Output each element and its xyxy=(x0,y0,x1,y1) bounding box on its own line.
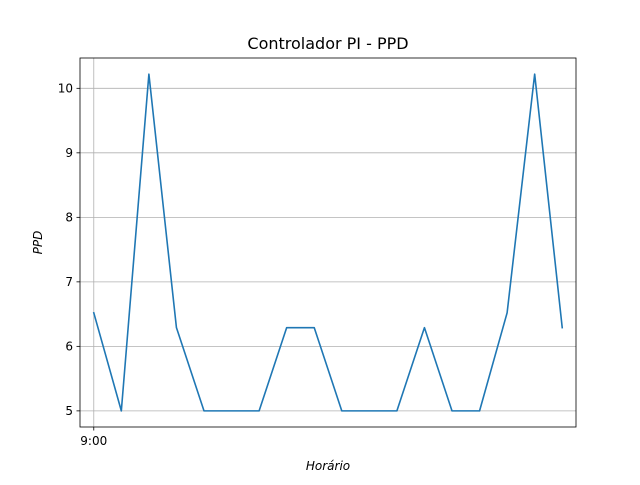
x-tick-label: 9:00 xyxy=(80,434,107,448)
plot-frame xyxy=(79,57,577,428)
y-tick-label: 5 xyxy=(65,404,73,418)
x-axis-label: Horário xyxy=(306,459,350,473)
ticks: 5 6 7 8 9 10 9:00 xyxy=(58,81,108,448)
y-tick-label: 9 xyxy=(65,146,73,160)
grid xyxy=(80,58,576,427)
y-tick-label: 8 xyxy=(65,210,73,224)
series-layer xyxy=(92,73,564,412)
series-line xyxy=(92,73,564,412)
y-tick-label: 7 xyxy=(65,275,73,289)
y-tick-label: 10 xyxy=(58,81,73,95)
y-tick-label: 6 xyxy=(65,339,73,353)
y-axis-label: PPD xyxy=(31,231,45,255)
chart-title: Controlador PI - PPD xyxy=(247,34,408,53)
